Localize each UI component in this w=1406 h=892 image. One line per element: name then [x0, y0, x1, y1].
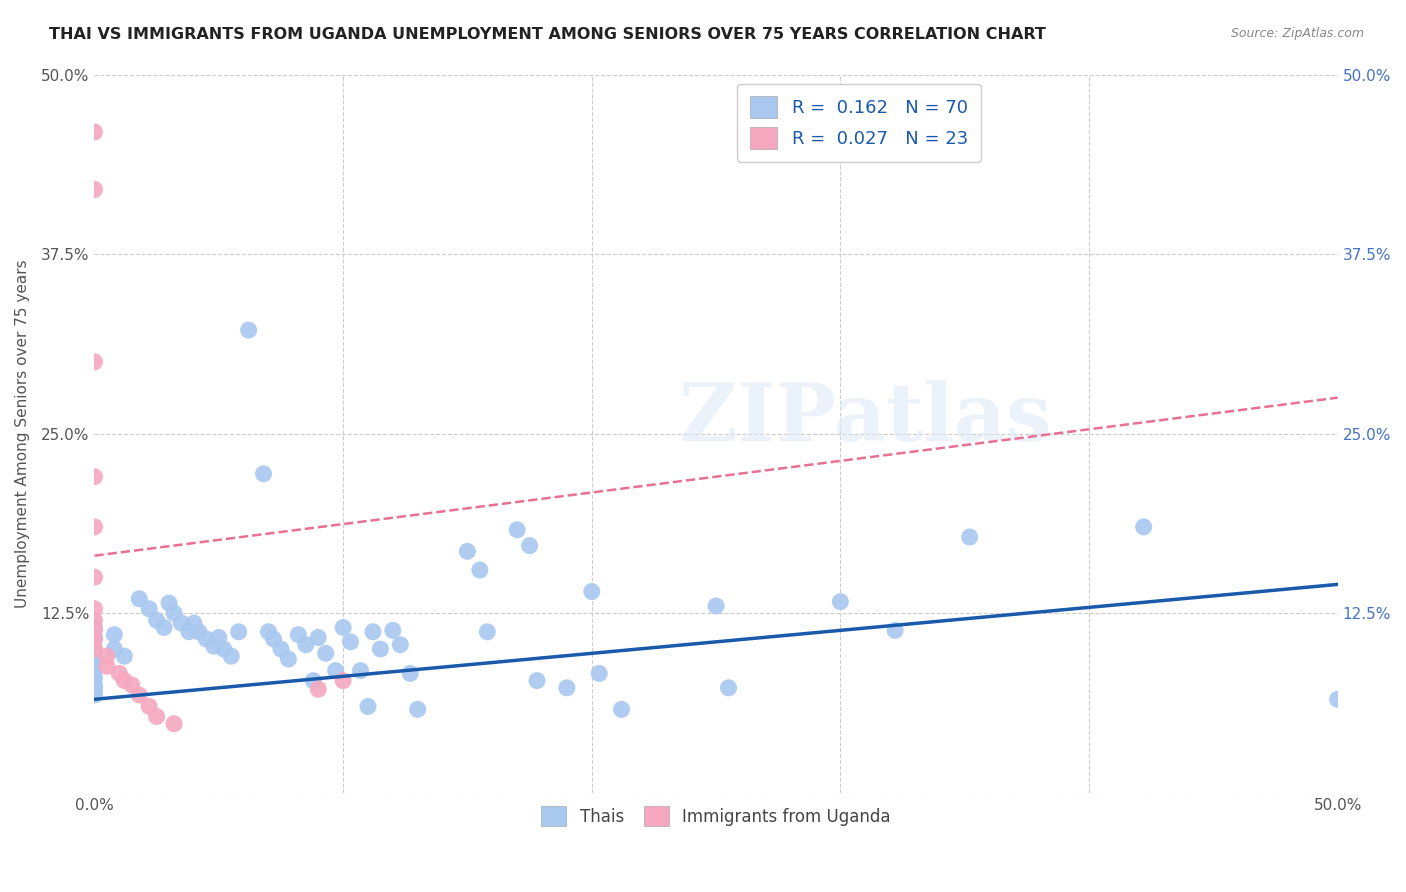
Point	[177, 624, 200, 639]
Point	[252, 467, 274, 481]
Point	[112, 673, 135, 688]
Point	[555, 681, 578, 695]
Point	[83, 657, 105, 671]
Point	[219, 649, 242, 664]
Point	[212, 642, 235, 657]
Point	[704, 599, 727, 613]
Point	[468, 563, 491, 577]
Point	[83, 688, 105, 702]
Text: Source: ZipAtlas.com: Source: ZipAtlas.com	[1230, 27, 1364, 40]
Point	[128, 688, 150, 702]
Point	[128, 591, 150, 606]
Point	[381, 624, 404, 638]
Point	[332, 673, 354, 688]
Point	[370, 642, 392, 657]
Point	[83, 469, 105, 483]
Point	[83, 182, 105, 196]
Point	[83, 649, 105, 664]
Point	[83, 664, 105, 678]
Point	[145, 709, 167, 723]
Point	[83, 624, 105, 638]
Point	[588, 666, 610, 681]
Point	[157, 596, 180, 610]
Point	[506, 523, 529, 537]
Y-axis label: Unemployment Among Seniors over 75 years: Unemployment Among Seniors over 75 years	[15, 260, 30, 608]
Point	[361, 624, 384, 639]
Point	[406, 702, 429, 716]
Point	[389, 638, 412, 652]
Point	[83, 620, 105, 634]
Point	[325, 664, 347, 678]
Point	[332, 620, 354, 634]
Point	[477, 624, 499, 639]
Point	[257, 624, 280, 639]
Text: ZIPatlas: ZIPatlas	[679, 380, 1052, 458]
Point	[83, 125, 105, 139]
Point	[307, 682, 329, 697]
Point	[108, 666, 131, 681]
Point	[163, 606, 186, 620]
Point	[277, 652, 299, 666]
Point	[138, 602, 160, 616]
Point	[83, 613, 105, 627]
Legend: Thais, Immigrants from Uganda: Thais, Immigrants from Uganda	[533, 797, 898, 835]
Point	[163, 716, 186, 731]
Point	[610, 702, 633, 716]
Point	[153, 620, 176, 634]
Point	[83, 520, 105, 534]
Point	[349, 664, 371, 678]
Point	[195, 632, 218, 646]
Point	[339, 635, 361, 649]
Point	[96, 649, 118, 664]
Point	[270, 642, 292, 657]
Point	[238, 323, 260, 337]
Point	[830, 594, 852, 608]
Point	[83, 671, 105, 685]
Point	[83, 602, 105, 616]
Point	[228, 624, 250, 639]
Point	[83, 570, 105, 584]
Point	[1132, 520, 1154, 534]
Point	[884, 624, 907, 638]
Point	[83, 631, 105, 645]
Point	[581, 584, 603, 599]
Point	[315, 646, 337, 660]
Point	[1326, 692, 1348, 706]
Point	[456, 544, 478, 558]
Point	[519, 539, 541, 553]
Point	[263, 632, 285, 646]
Point	[145, 613, 167, 627]
Text: THAI VS IMMIGRANTS FROM UGANDA UNEMPLOYMENT AMONG SENIORS OVER 75 YEARS CORRELAT: THAI VS IMMIGRANTS FROM UGANDA UNEMPLOYM…	[49, 27, 1046, 42]
Point	[83, 642, 105, 657]
Point	[83, 682, 105, 697]
Point	[83, 632, 105, 646]
Point	[307, 631, 329, 645]
Point	[83, 355, 105, 369]
Point	[357, 699, 380, 714]
Point	[83, 642, 105, 657]
Point	[287, 628, 309, 642]
Point	[959, 530, 981, 544]
Point	[295, 638, 318, 652]
Point	[96, 659, 118, 673]
Point	[399, 666, 422, 681]
Point	[121, 678, 143, 692]
Point	[202, 639, 225, 653]
Point	[170, 616, 193, 631]
Point	[183, 616, 205, 631]
Point	[138, 699, 160, 714]
Point	[103, 628, 125, 642]
Point	[302, 673, 325, 688]
Point	[526, 673, 548, 688]
Point	[103, 642, 125, 657]
Point	[208, 631, 231, 645]
Point	[187, 624, 209, 639]
Point	[112, 649, 135, 664]
Point	[717, 681, 740, 695]
Point	[83, 678, 105, 692]
